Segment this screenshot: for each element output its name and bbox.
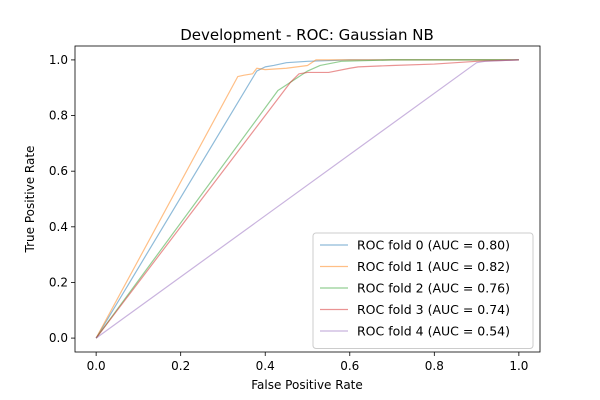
x-tick-label: 0.4 [256,359,275,373]
series-line-fold-3 [95,59,519,339]
legend-label-fold-4: ROC fold 4 (AUC = 0.54) [357,324,510,339]
legend-frame [312,232,534,349]
axes-frame [74,45,541,353]
y-tick-label: 0.6 [49,164,68,178]
legend: ROC fold 0 (AUC = 0.80) ROC fold 1 (AUC =… [312,232,534,349]
x-tick-label: 0.6 [340,359,359,373]
series-line-fold-2 [95,59,519,339]
x-tick-label: 0.8 [425,359,444,373]
chart-title: Development - ROC: Gaussian NB [180,26,434,44]
y-axis-label: True Positive Rate [23,146,37,254]
y-tick-label: 1.0 [49,53,68,67]
series-line-fold-1 [95,59,519,339]
legend-label-fold-2: ROC fold 2 (AUC = 0.76) [357,281,510,296]
x-axis-label: False Positive Rate [251,378,363,392]
y-tick-label: 0.8 [49,109,68,123]
legend-label-fold-3: ROC fold 3 (AUC = 0.74) [357,302,510,317]
y-tick-label: 0.4 [49,220,68,234]
legend-label-fold-0: ROC fold 0 (AUC = 0.80) [357,238,510,253]
x-tick-label: 0.0 [87,359,106,373]
legend-label-fold-1: ROC fold 1 (AUC = 0.82) [357,259,510,274]
x-tick-label: 1.0 [509,359,528,373]
x-tick-label: 0.2 [171,359,190,373]
y-tick-label: 0.2 [49,275,68,289]
plot-area [95,59,519,339]
series-line-fold-4 [95,59,519,339]
axes: 0.0 0.2 0.4 0.6 0.8 1.0 0.0 0.2 0.4 0.6 0.8 1.0 [49,45,541,373]
y-tick-label: 0.0 [49,331,68,345]
